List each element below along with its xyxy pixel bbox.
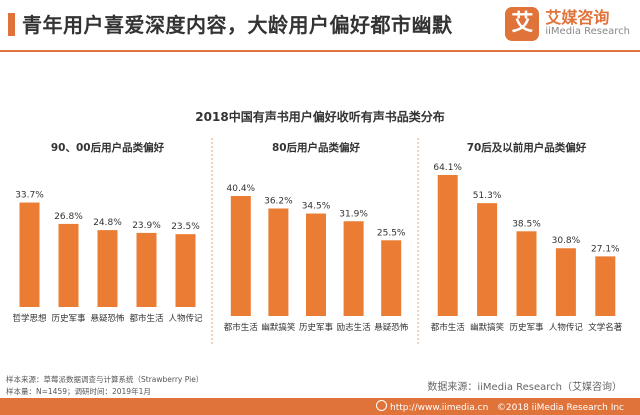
category-label: 文学名著	[588, 322, 623, 333]
chart-area: 90、00后用户品类偏好 33.7% 哲学思想 26.8% 历史军事 24.8% 悬疑恐怖 2…	[12, 138, 623, 345]
bar	[343, 221, 364, 316]
logo-text: 艾媒咨询 iiMedia Research	[545, 10, 630, 37]
category-label: 历史军事	[509, 322, 544, 333]
bar	[516, 231, 537, 316]
footer-text: http://www.iimedia.cn ©2018 iiMedia Rese…	[376, 400, 624, 413]
bar-value-label: 31.9%	[339, 209, 368, 219]
bar-value-label: 25.5%	[377, 228, 406, 238]
category-label: 都市生活	[431, 322, 466, 333]
data-source: 数据来源：iiMedia Research（艾媒咨询）	[427, 382, 622, 393]
bar-value-label: 23.9%	[132, 221, 161, 231]
globe-icon	[376, 400, 388, 411]
bar-value-label: 36.2%	[264, 196, 293, 206]
bar	[19, 202, 40, 307]
header-rule	[0, 50, 640, 52]
bar	[437, 174, 458, 316]
category-label: 哲学思想	[12, 313, 47, 324]
logo-icon: 艾	[505, 7, 540, 41]
bar-value-label: 34.5%	[302, 202, 331, 212]
bar-value-label: 24.8%	[93, 218, 122, 228]
panel-title: 80后用户品类偏好	[272, 141, 361, 154]
category-label: 幽默搞笑	[261, 322, 296, 333]
bar	[595, 256, 616, 316]
category-label: 历史军事	[51, 313, 86, 324]
sample-source: 样本来源：草莓派数据调查与计算系统（Strawberry Pie）	[6, 375, 204, 384]
website-link[interactable]: http://www.iimedia.cn	[390, 403, 489, 413]
bar	[97, 230, 118, 307]
panel-title: 90、00后用户品类偏好	[51, 141, 165, 154]
bar-value-label: 23.5%	[171, 222, 200, 232]
chart-title: 2018中国有声书用户偏好收听有声书品类分布	[195, 110, 445, 124]
bar	[381, 240, 402, 316]
copyright: ©2018 iiMedia Research Inc	[496, 403, 624, 413]
panel-title: 70后及以前用户品类偏好	[467, 141, 587, 154]
logo-name-cn: 艾媒咨询	[545, 8, 610, 28]
category-label: 都市生活	[129, 313, 164, 324]
bar-value-label: 38.5%	[512, 219, 541, 229]
bar	[175, 234, 196, 307]
category-label: 励志生活	[337, 322, 372, 333]
category-label: 幽默搞笑	[470, 322, 505, 333]
footer-bar: http://www.iimedia.cn ©2018 iiMedia Rese…	[0, 398, 640, 415]
bar	[58, 223, 79, 307]
brand-logo: 艾 艾媒咨询 iiMedia Research	[505, 7, 630, 41]
category-label: 人物传记	[549, 322, 584, 333]
header-accent	[8, 13, 15, 36]
category-label: 都市生活	[224, 322, 259, 333]
page-title: 青年用户喜爱深度内容，大龄用户偏好都市幽默	[22, 13, 453, 37]
bar	[268, 208, 289, 316]
bar-value-label: 27.1%	[591, 244, 620, 254]
bar	[230, 196, 251, 316]
bar	[555, 248, 576, 316]
header-bar: 青年用户喜爱深度内容，大龄用户偏好都市幽默 艾 艾媒咨询 iiMedia Res…	[0, 0, 640, 46]
bar-value-label: 26.8%	[54, 212, 83, 222]
category-label: 悬疑恐怖	[90, 313, 125, 324]
bar-value-label: 51.3%	[473, 191, 502, 201]
category-label: 悬疑恐怖	[374, 322, 409, 333]
bar-value-label: 64.1%	[433, 163, 462, 173]
bar	[136, 232, 157, 307]
sample-info: 样本量：N=1459；调研时间：2019年1月	[6, 387, 151, 396]
category-label: 人物传记	[168, 313, 203, 324]
logo-name-en: iiMedia Research	[545, 26, 630, 38]
bar	[306, 213, 326, 316]
bar-value-label: 40.4%	[227, 184, 256, 194]
bar-value-label: 33.7%	[15, 191, 44, 201]
category-label: 历史军事	[299, 322, 334, 333]
bar	[477, 203, 498, 316]
bar-value-label: 30.8%	[552, 236, 581, 246]
